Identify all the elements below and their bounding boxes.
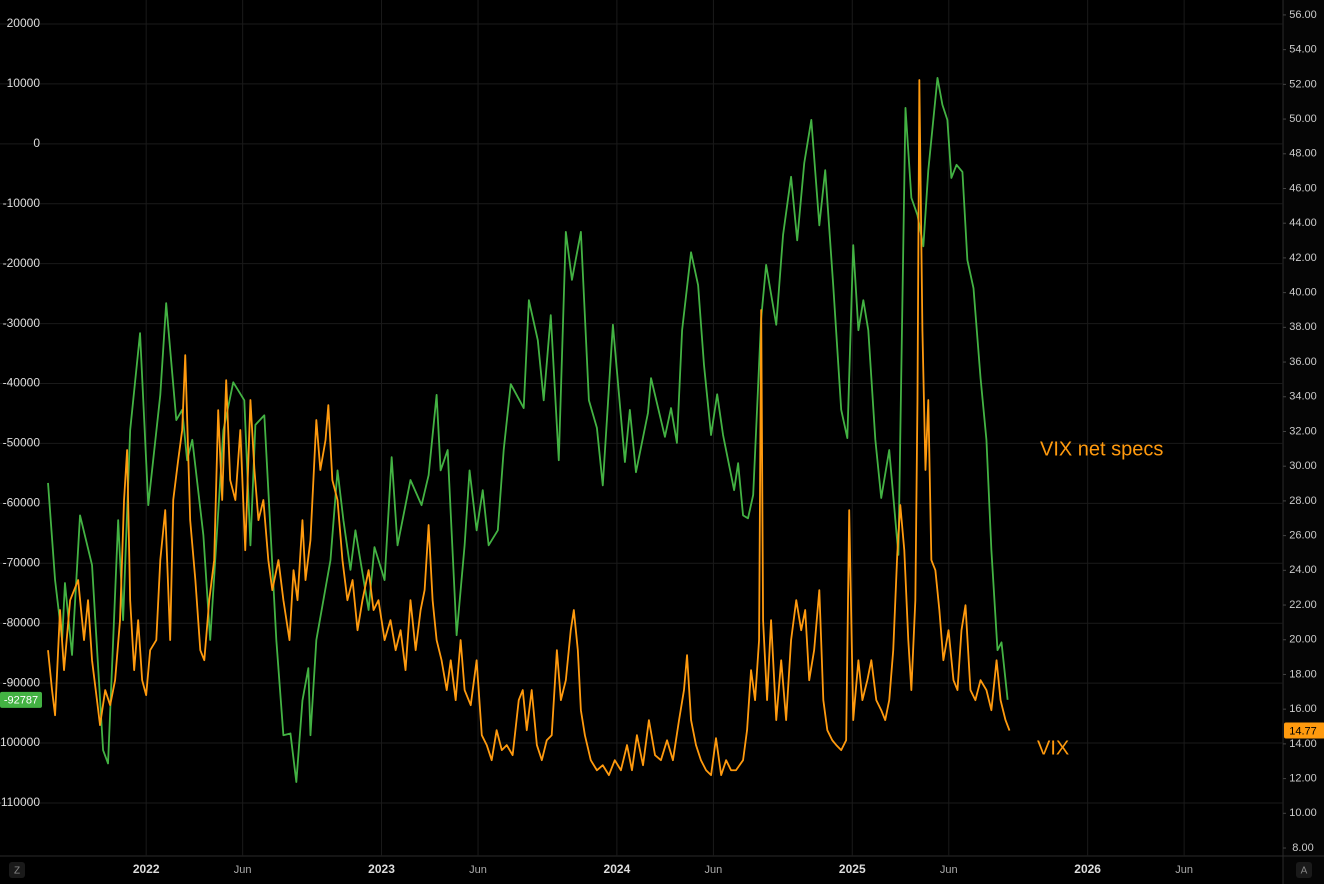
y2-tick-label: 42.00 [1289, 252, 1317, 264]
y-tick-label: -70000 [3, 555, 41, 569]
y-tick-label: 0 [33, 136, 40, 150]
y2-tick-label: 44.00 [1289, 217, 1317, 229]
y2-tick-label: 10.00 [1289, 807, 1317, 819]
last-value-label: -92787 [4, 695, 38, 707]
y-tick-label: -90000 [3, 675, 41, 689]
y2-tick-label: 54.00 [1289, 44, 1317, 56]
right-axis-panel [1283, 0, 1324, 884]
y2-tick-label: 8.00 [1292, 842, 1313, 854]
y-tick-label: -110000 [0, 795, 40, 809]
y-tick-label: 20000 [7, 16, 41, 30]
x-tick-label: Jun [1175, 864, 1193, 876]
y2-tick-label: 14.00 [1289, 738, 1317, 750]
x-tick-label: 2023 [368, 862, 395, 876]
y-tick-label: -50000 [3, 436, 41, 450]
y-tick-label: -100000 [0, 735, 40, 749]
y2-tick-label: 30.00 [1289, 460, 1317, 472]
x-tick-label: 2026 [1074, 862, 1101, 876]
y2-tick-label: 38.00 [1289, 321, 1317, 333]
y2-tick-label: 16.00 [1289, 703, 1317, 715]
annotation: VIX [1037, 737, 1069, 759]
x-tick-label: Jun [940, 864, 958, 876]
y-tick-label: -10000 [3, 196, 41, 210]
y2-tick-label: 46.00 [1289, 182, 1317, 194]
y2-tick-label: 50.00 [1289, 113, 1317, 125]
x-tick-label: Jun [705, 864, 723, 876]
plot [47, 77, 1011, 783]
y2-tick-label: 12.00 [1289, 772, 1317, 784]
last-value-label: 14.77 [1289, 725, 1317, 737]
data-line [47, 79, 1011, 777]
axes: 2022 Jun 2023 Jun 2024 Jun 2025 Jun 2026 Jun 20000… [0, 9, 1324, 876]
last-value-badge [0, 691, 42, 708]
y2-tick-label: 52.00 [1289, 78, 1317, 90]
y2-tick-label: 32.00 [1289, 425, 1317, 437]
axis-button-label[interactable]: A [1301, 866, 1308, 877]
y2-tick-label: 36.00 [1289, 356, 1317, 368]
y-tick-label: -60000 [3, 496, 41, 510]
x-tick-label: 2024 [604, 862, 631, 876]
y-tick-label: -30000 [3, 316, 41, 330]
y2-tick-label: 34.00 [1289, 391, 1317, 403]
y2-tick-label: 56.00 [1289, 9, 1317, 21]
y2-tick-label: 18.00 [1289, 668, 1317, 680]
y2-tick-label: 40.00 [1289, 287, 1317, 299]
y-tick-label: -20000 [3, 256, 41, 270]
last-value-badge [1284, 722, 1324, 739]
y2-tick-label: 24.00 [1289, 564, 1317, 576]
y-tick-label: 10000 [7, 76, 41, 90]
axis-button[interactable] [9, 862, 25, 878]
axis-button[interactable] [1296, 862, 1312, 878]
x-tick-label: 2022 [133, 862, 160, 876]
x-tick-label: 2025 [839, 862, 866, 876]
x-tick-label: Jun [234, 864, 252, 876]
grid [0, 0, 1283, 856]
y2-tick-label: 22.00 [1289, 599, 1317, 611]
x-tick-label: Jun [469, 864, 487, 876]
y2-tick-label: 20.00 [1289, 634, 1317, 646]
y-tick-label: -80000 [3, 615, 41, 629]
axis-button-label[interactable]: Z [14, 866, 20, 877]
y2-tick-label: 28.00 [1289, 495, 1317, 507]
annotation: VIX net specs [1040, 438, 1163, 460]
y2-tick-label: 48.00 [1289, 148, 1317, 160]
y2-tick-label: 26.00 [1289, 530, 1317, 542]
y-tick-label: -40000 [3, 376, 41, 390]
